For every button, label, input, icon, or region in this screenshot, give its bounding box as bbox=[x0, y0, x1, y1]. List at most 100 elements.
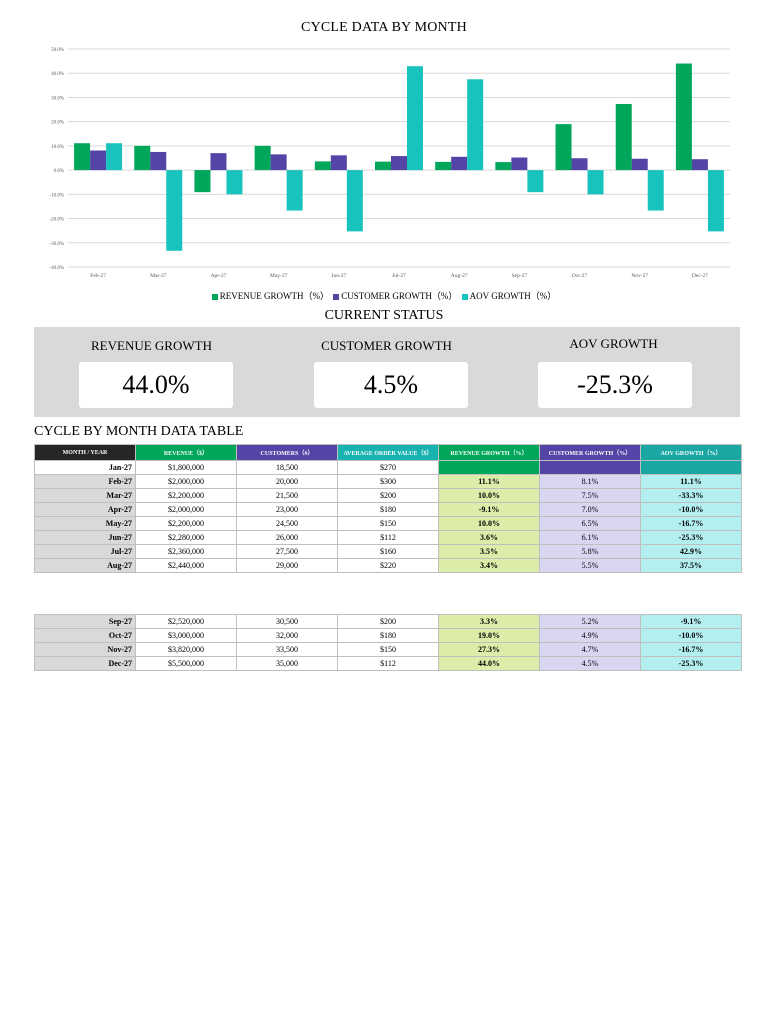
cell-customer-growth: 4.5% bbox=[539, 656, 641, 671]
bar-aov-growth bbox=[166, 170, 183, 251]
cell-aov-growth: -33.3% bbox=[640, 488, 742, 503]
legend-label-customer: CUSTOMER GROWTH（%） bbox=[341, 291, 458, 301]
x-tick-label: Feb-27 bbox=[90, 273, 106, 279]
bar-revenue-growth bbox=[314, 161, 331, 171]
bar-aov-growth bbox=[106, 143, 123, 171]
bar-customer-growth bbox=[511, 157, 528, 171]
y-tick-label: 40.0% bbox=[51, 72, 64, 77]
bar-revenue-growth bbox=[134, 145, 151, 171]
bar-customer-growth bbox=[631, 158, 648, 171]
y-tick-label: 10.0% bbox=[51, 145, 64, 150]
table-row: Nov-27 $3,820,000 33,500 $150 27.3% 4.7% -16.7… bbox=[34, 642, 742, 657]
cell-revenue-growth: 3.6% bbox=[438, 530, 540, 545]
bar-revenue-growth bbox=[194, 170, 211, 193]
legend-swatch-revenue bbox=[211, 293, 218, 300]
cell-aov-growth: 11.1% bbox=[640, 474, 742, 489]
cell-aov: $200 bbox=[337, 614, 439, 629]
bar-aov-growth bbox=[587, 170, 604, 195]
cell-revenue: $2,440,000 bbox=[135, 558, 237, 573]
bar-aov-growth bbox=[527, 170, 544, 193]
y-tick-label: -30.0% bbox=[49, 242, 64, 247]
cell-revenue: $2,280,000 bbox=[135, 530, 237, 545]
cell-aov-growth bbox=[640, 460, 742, 475]
cell-revenue-growth: 27.3% bbox=[438, 642, 540, 657]
cell-revenue: $2,000,000 bbox=[135, 474, 237, 489]
cell-month: Mar-27 bbox=[34, 488, 136, 503]
bar-customer-growth bbox=[330, 155, 347, 171]
y-tick-label: 30.0% bbox=[51, 96, 64, 101]
cell-revenue-growth bbox=[438, 460, 540, 475]
bar-aov-growth bbox=[286, 170, 303, 211]
cell-aov-growth: 37.5% bbox=[640, 558, 742, 573]
cell-revenue: $2,200,000 bbox=[135, 488, 237, 503]
cell-aov-growth: -25.3% bbox=[640, 530, 742, 545]
kpi-aov-label: AOV GROWTH bbox=[569, 336, 658, 351]
cell-revenue: $3,000,000 bbox=[135, 628, 237, 643]
cell-month: Sep-27 bbox=[34, 614, 136, 629]
y-tick-label: 0.0% bbox=[54, 169, 64, 174]
bar-customer-growth bbox=[150, 151, 167, 171]
cell-revenue-growth: 10.0% bbox=[438, 488, 540, 503]
bar-revenue-growth bbox=[375, 161, 391, 171]
table-row: Feb-27 $2,000,000 20,000 $300 11.1% 8.1% 11.1% bbox=[34, 474, 742, 489]
bar-customer-growth bbox=[691, 159, 708, 171]
cell-revenue-growth: 3.3% bbox=[438, 614, 540, 629]
cell-customer-growth: 8.1% bbox=[539, 474, 641, 489]
header-revenue-growth: REVENUE GROWTH（%） bbox=[438, 444, 540, 461]
cell-customers: 27,500 bbox=[236, 544, 338, 559]
cell-customer-growth: 5.2% bbox=[539, 614, 641, 629]
cell-customer-growth: 6.1% bbox=[539, 530, 641, 545]
table-row: Aug-27 $2,440,000 29,000 $220 3.4% 5.5% 37.5% bbox=[34, 558, 742, 573]
cell-month: Dec-27 bbox=[34, 656, 136, 671]
cell-aov: $150 bbox=[337, 516, 439, 531]
cell-revenue: $2,360,000 bbox=[135, 544, 237, 559]
cell-aov-growth: -16.7% bbox=[640, 516, 742, 531]
legend-label-aov: AOV GROWTH（%） bbox=[469, 291, 557, 301]
cell-revenue-growth: -9.1% bbox=[438, 502, 540, 517]
bar-customer-growth bbox=[270, 154, 287, 171]
table-row: Jun-27 $2,280,000 26,000 $112 3.6% 6.1% -25.3% bbox=[34, 530, 742, 545]
cell-month: Oct-27 bbox=[34, 628, 136, 643]
cell-revenue: $3,820,000 bbox=[135, 642, 237, 657]
bar-aov-growth bbox=[467, 79, 484, 171]
cell-customer-growth: 6.5% bbox=[539, 516, 641, 531]
bar-customer-growth bbox=[451, 156, 468, 171]
x-tick-label: Apr-27 bbox=[211, 273, 227, 279]
cell-month: Jul-27 bbox=[34, 544, 136, 559]
bar-aov-growth bbox=[407, 66, 423, 171]
cell-aov-growth: -10.0% bbox=[640, 628, 742, 643]
cell-revenue-growth: 3.4% bbox=[438, 558, 540, 573]
y-tick-label: -20.0% bbox=[49, 218, 64, 223]
y-tick-label: 20.0% bbox=[51, 121, 64, 126]
bar-aov-growth bbox=[707, 170, 724, 232]
kpi-revenue-label: REVENUE GROWTH bbox=[91, 338, 212, 353]
current-status-title: CURRENT STATUS bbox=[324, 308, 444, 323]
cell-aov: $200 bbox=[337, 488, 439, 503]
cell-revenue-growth: 10.0% bbox=[438, 516, 540, 531]
cell-customers: 30,500 bbox=[236, 614, 338, 629]
bar-revenue-growth bbox=[254, 145, 271, 171]
table-row: Apr-27 $2,000,000 23,000 $180 -9.1% 7.0% -10.0… bbox=[34, 502, 742, 517]
cell-customers: 32,000 bbox=[236, 628, 338, 643]
data-table-bottom: Sep-27 $2,520,000 30,500 $200 3.3% 5.2% -9.1% O… bbox=[34, 614, 742, 671]
cell-customer-growth: 4.7% bbox=[539, 642, 641, 657]
cell-aov-growth: 42.9% bbox=[640, 544, 742, 559]
cell-revenue: $2,000,000 bbox=[135, 502, 237, 517]
table-row: Jan-27 $1,800,000 18,500 $270 bbox=[34, 460, 742, 475]
bar-revenue-growth bbox=[615, 103, 632, 171]
bar-revenue-growth bbox=[675, 63, 692, 171]
x-tick-label: Nov-27 bbox=[631, 273, 648, 279]
bar-revenue-growth bbox=[435, 161, 452, 171]
x-tick-label: Mar-27 bbox=[150, 273, 167, 279]
bar-aov-growth bbox=[346, 170, 363, 232]
cell-customer-growth: 5.8% bbox=[539, 544, 641, 559]
cell-revenue: $5,500,000 bbox=[135, 656, 237, 671]
cell-revenue: $2,200,000 bbox=[135, 516, 237, 531]
table-row: Dec-27 $5,500,000 35,000 $112 44.0% 4.5% -25.3… bbox=[34, 656, 742, 671]
y-tick-label: -10.0% bbox=[49, 193, 64, 198]
x-tick-label: May-27 bbox=[270, 273, 288, 279]
cell-aov: $180 bbox=[337, 628, 439, 643]
header-revenue: REVENUE（$） bbox=[135, 444, 237, 461]
table-row: Oct-27 $3,000,000 32,000 $180 19.0% 4.9% -10.0… bbox=[34, 628, 742, 643]
bar-customer-growth bbox=[90, 150, 107, 171]
